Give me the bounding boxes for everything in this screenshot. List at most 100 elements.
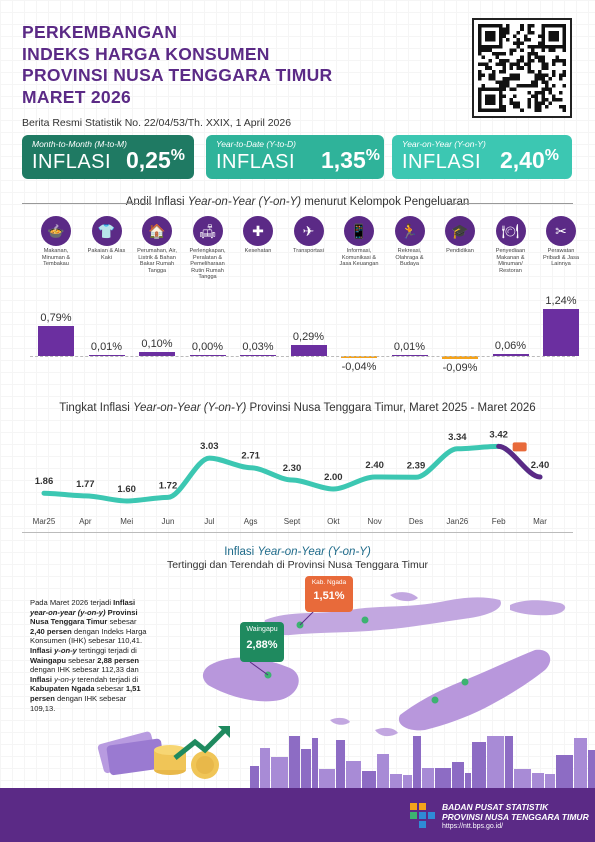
truck-icon bbox=[512, 442, 527, 452]
ntt-map bbox=[202, 592, 566, 737]
footer-bar bbox=[0, 788, 595, 842]
callout-high: Waingapu 2,88% bbox=[240, 622, 284, 662]
marker-timor bbox=[431, 696, 439, 704]
trend-chart: 1.86 Mar25 1.77 Apr 1.60 Mei 1.72 Jun 3.03 Jul 2.7… bbox=[33, 429, 550, 526]
trend-value-label: 1.77 bbox=[76, 479, 95, 490]
andil-value: -0,04% bbox=[341, 360, 377, 373]
sabu-island bbox=[330, 717, 350, 725]
trend-value-label: 1.72 bbox=[159, 480, 178, 491]
trend-value-label: 2.40 bbox=[531, 460, 550, 471]
andil-value: 0,79% bbox=[40, 311, 72, 324]
andil-value: 0,29% bbox=[292, 330, 325, 343]
money-illustration bbox=[97, 726, 230, 779]
andil-bar bbox=[240, 354, 276, 356]
trend-month-label: Jan26 bbox=[446, 517, 468, 526]
flores-island bbox=[264, 597, 501, 636]
food-icon: 🍲 bbox=[41, 216, 71, 246]
qr-code[interactable] bbox=[472, 18, 572, 118]
category-label: Perawatan Pribadi & Jasa Lainnya bbox=[542, 248, 580, 267]
restaurant-icon: 🍽 bbox=[495, 216, 526, 246]
brs-reference: Berita Resmi Statistik No. 22/04/53/Th. … bbox=[22, 117, 292, 129]
health-icon: ✚ bbox=[243, 216, 273, 246]
category-label: Perlengkapan, Peralatan & Pemeliharaan R… bbox=[189, 248, 226, 280]
trend-value-label: 3.34 bbox=[448, 432, 467, 443]
trend-last-segment bbox=[496, 443, 543, 480]
map-subtitle: Tertinggi dan Terendah di Provinsi Nusa … bbox=[166, 559, 429, 571]
bps-logo bbox=[410, 803, 435, 828]
andil-value: 0,03% bbox=[242, 340, 274, 353]
timor-island bbox=[398, 649, 551, 731]
trend-month-label: Okt bbox=[327, 517, 340, 526]
category-label: Penyediaan Makanan & Minuman/ Restoran bbox=[495, 248, 526, 274]
graduation-icon: 🎓 bbox=[445, 216, 475, 246]
phone-icon: 📱 bbox=[344, 216, 374, 246]
trend-month-label: Ags bbox=[244, 517, 258, 526]
callout-low: Kab. Ngada 1,51% bbox=[305, 576, 353, 612]
trend-value-label: 1.86 bbox=[35, 476, 54, 487]
andil-value: 0,10% bbox=[141, 338, 173, 351]
furniture-icon: 🛋 bbox=[192, 216, 223, 246]
clothing-icon: 👕 bbox=[91, 216, 122, 246]
divider-left bbox=[22, 203, 152, 204]
skyline-illustration bbox=[250, 736, 595, 790]
summary-paragraph: Pada Maret 2026 terjadi Inflasi year-on-… bbox=[30, 598, 147, 713]
rote-island bbox=[375, 727, 398, 737]
sumba-island bbox=[202, 657, 299, 702]
runner-icon: 🏃 bbox=[394, 216, 425, 246]
footer-org: BADAN PUSAT STATISTIK PROVINSI NUSA TENG… bbox=[442, 802, 589, 822]
trend-line bbox=[41, 443, 543, 504]
trend-month-label: Apr bbox=[79, 517, 92, 526]
trend-value-label: 3.03 bbox=[200, 441, 219, 452]
andil-value: 0,06% bbox=[494, 339, 527, 352]
andil-bar bbox=[442, 356, 478, 360]
andil-bar bbox=[492, 353, 529, 356]
andil-baseline bbox=[30, 356, 575, 357]
andil-bar bbox=[189, 354, 226, 356]
category-label: Perumahan, Air, Listrik & Bahan Bakar Ru… bbox=[137, 248, 177, 274]
tools-icon: ✂ bbox=[546, 216, 576, 246]
plane-icon: ✈ bbox=[293, 216, 324, 246]
andil-value: 0,00% bbox=[191, 340, 224, 353]
trend-month-label: Mar bbox=[533, 517, 547, 526]
marker-ende bbox=[361, 616, 369, 624]
box-ytd: Year-to-Date (Y-to-D) INFLASI 1,35% bbox=[206, 135, 384, 179]
andil-bar bbox=[38, 325, 74, 356]
trend-value-label: 3.42 bbox=[489, 429, 508, 440]
marker-kupang bbox=[461, 678, 469, 686]
trend-value-label: 2.39 bbox=[407, 460, 426, 471]
trend-value-label: 2.00 bbox=[324, 472, 343, 483]
trend-month-label: Nov bbox=[368, 517, 382, 526]
footer-url[interactable]: https://ntt.bps.go.id/ bbox=[442, 823, 504, 830]
andil-bar bbox=[139, 352, 175, 356]
page-title: PERKEMBANGAN INDEKS HARGA KONSUMEN PROVI… bbox=[22, 22, 333, 107]
andil-value: 0,01% bbox=[90, 340, 123, 353]
category-label: Informasi, Komunikasi & Jasa Keuangan bbox=[339, 248, 379, 267]
small-island bbox=[390, 592, 418, 602]
trend-value-label: 2.30 bbox=[283, 463, 302, 474]
trend-month-label: Sept bbox=[284, 517, 301, 526]
andil-bar bbox=[543, 308, 579, 356]
trend-value-label: 1.60 bbox=[117, 484, 136, 495]
map-title: Inflasi Year-on-Year (Y-on-Y) bbox=[224, 546, 371, 558]
category-label: Pakaian & Alas Kaki bbox=[87, 248, 126, 261]
box-mtm: Month-to-Month (M-to-M) INFLASI 0,25% bbox=[22, 135, 194, 179]
andil-title: Andil Inflasi Year-on-Year (Y-on-Y) menu… bbox=[125, 196, 470, 208]
divider-right bbox=[448, 203, 573, 204]
trend-month-label: Mei bbox=[120, 517, 133, 526]
andil-value: -0,09% bbox=[442, 362, 478, 375]
trend-value-label: 2.40 bbox=[365, 460, 384, 471]
andil-bar bbox=[391, 354, 428, 356]
trend-divider bbox=[22, 532, 573, 533]
trend-month-label: Feb bbox=[492, 517, 506, 526]
trend-month-label: Jun bbox=[162, 517, 175, 526]
andil-value: 1,24% bbox=[545, 294, 577, 307]
category-label: Transportasi bbox=[293, 248, 324, 254]
category-label: Kesehatan bbox=[244, 248, 272, 254]
category-label: Pendidikan bbox=[446, 248, 474, 254]
trend-month-label: Des bbox=[409, 517, 423, 526]
house-icon: 🏠 bbox=[142, 216, 172, 246]
trend-title: Tingkat Inflasi Year-on-Year (Y-on-Y) Pr… bbox=[59, 402, 536, 414]
category-label: Rekreasi, Olahraga & Budaya bbox=[395, 248, 424, 267]
box-yoy: Year-on-Year (Y-on-Y) INFLASI 2,40% bbox=[392, 135, 572, 179]
andil-bar bbox=[290, 344, 327, 356]
